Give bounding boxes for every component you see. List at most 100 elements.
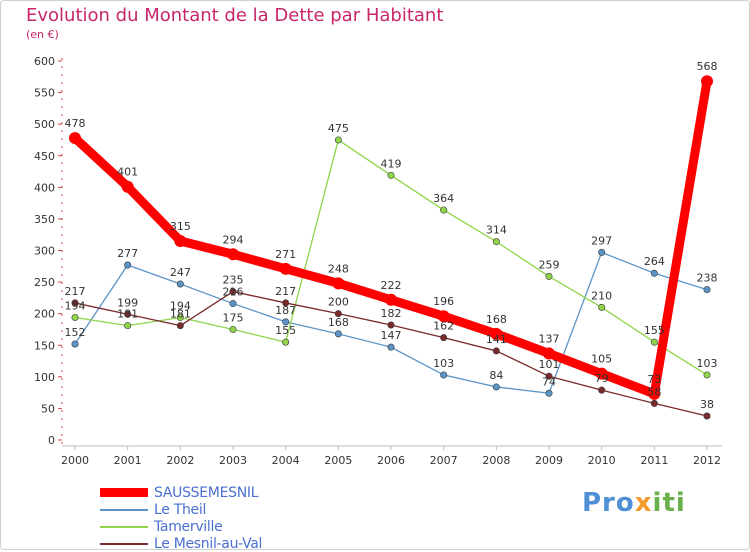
legend-swatch — [100, 488, 148, 497]
x-tick-label: 2009 — [535, 454, 563, 467]
data-point-tamerville — [71, 313, 79, 321]
data-label-le-theil: 168 — [328, 316, 349, 329]
data-label-le-mesnil-au-val: 38 — [700, 398, 714, 411]
data-label-tamerville: 419 — [381, 157, 402, 170]
data-label-saussemesnil: 568 — [697, 60, 718, 73]
data-label-le-theil: 187 — [275, 304, 296, 317]
data-point-saussemesnil — [279, 262, 292, 275]
data-point-tamerville — [492, 238, 500, 246]
data-point-tamerville — [387, 171, 395, 179]
data-label-saussemesnil: 401 — [117, 166, 138, 179]
data-point-le-mesnil-au-val — [545, 372, 553, 380]
data-point-saussemesnil — [227, 248, 239, 261]
data-point-saussemesnil — [437, 310, 450, 323]
chart-title: Evolution du Montant de la Dette par Hab… — [26, 5, 444, 26]
x-tick-label: 2008 — [482, 454, 510, 467]
data-point-saussemesnil — [69, 132, 81, 145]
data-label-saussemesnil: 222 — [381, 279, 402, 292]
data-label-tamerville: 103 — [697, 357, 718, 370]
chart-legend: SAUSSEMESNIL Le Theil Tamerville Le Mesnil-… — [100, 484, 262, 552]
data-point-le-theil — [440, 371, 448, 379]
data-label-le-mesnil-au-val: 200 — [328, 296, 349, 309]
legend-item-saussemesnil: SAUSSEMESNIL — [100, 484, 262, 501]
legend-item-le-theil: Le Theil — [100, 501, 262, 518]
data-point-le-theil — [545, 389, 553, 397]
data-label-le-mesnil-au-val: 162 — [433, 320, 454, 333]
y-tick-label: 150 — [34, 339, 55, 352]
data-label-le-theil: 147 — [381, 329, 402, 342]
data-label-le-mesnil-au-val: 182 — [381, 307, 402, 320]
data-point-le-mesnil-au-val — [334, 310, 342, 318]
data-point-le-mesnil-au-val — [282, 299, 290, 307]
data-label-le-theil: 103 — [433, 357, 454, 370]
data-point-le-theil — [387, 343, 395, 351]
data-point-le-theil — [124, 261, 132, 269]
legend-item-le-mesnil-au-val: Le Mesnil-au-Val — [100, 535, 262, 552]
data-label-tamerville: 194 — [170, 299, 191, 312]
x-tick-label: 2010 — [588, 454, 616, 467]
y-tick-label: 600 — [34, 55, 55, 68]
data-point-le-theil — [176, 280, 184, 288]
y-tick-label: 50 — [41, 402, 55, 415]
x-tick-label: 2005 — [324, 454, 352, 467]
data-point-le-mesnil-au-val — [492, 347, 500, 355]
data-point-saussemesnil — [332, 277, 345, 290]
data-point-le-theil — [334, 330, 342, 338]
y-tick-label: 100 — [34, 371, 55, 384]
y-tick-label: 350 — [34, 213, 55, 226]
data-label-le-theil: 247 — [170, 266, 191, 279]
data-label-tamerville: 475 — [328, 122, 349, 135]
data-point-saussemesnil — [490, 327, 503, 340]
chart-subtitle: (en €) — [26, 28, 59, 41]
x-tick-label: 2011 — [640, 454, 668, 467]
y-tick-label: 300 — [34, 245, 55, 258]
data-point-le-mesnil-au-val — [650, 399, 658, 407]
data-point-tamerville — [598, 303, 606, 311]
legend-label: SAUSSEMESNIL — [154, 484, 259, 501]
data-point-tamerville — [124, 322, 132, 330]
data-label-le-theil: 74 — [542, 375, 556, 388]
y-tick-label: 500 — [34, 118, 55, 131]
y-tick-label: 0 — [48, 434, 55, 447]
data-label-le-mesnil-au-val: 235 — [223, 274, 244, 287]
data-point-le-mesnil-au-val — [71, 299, 79, 307]
data-label-le-theil: 216 — [223, 286, 244, 299]
x-tick-label: 2012 — [693, 454, 721, 467]
x-tick-label: 2000 — [61, 454, 89, 467]
proxiti-logo: Proxiti — [582, 488, 686, 518]
data-label-tamerville: 155 — [644, 324, 665, 337]
data-point-le-mesnil-au-val — [229, 288, 237, 296]
legend-swatch — [100, 525, 148, 528]
data-point-le-theil — [229, 300, 237, 308]
data-label-tamerville: 210 — [591, 289, 612, 302]
data-label-le-mesnil-au-val: 199 — [117, 296, 138, 309]
data-point-tamerville — [545, 272, 553, 280]
data-label-saussemesnil: 248 — [328, 262, 349, 275]
data-label-le-mesnil-au-val: 101 — [539, 358, 560, 371]
data-point-saussemesnil — [543, 347, 555, 360]
data-label-saussemesnil: 478 — [65, 117, 86, 130]
x-tick-label: 2006 — [377, 454, 405, 467]
data-point-le-theil — [492, 383, 500, 391]
data-point-tamerville — [440, 206, 448, 214]
data-point-saussemesnil — [385, 293, 397, 306]
data-label-le-theil: 297 — [591, 234, 612, 247]
data-label-saussemesnil: 105 — [591, 353, 612, 366]
data-point-tamerville — [176, 313, 184, 321]
x-tick-label: 2004 — [272, 454, 300, 467]
y-tick-label: 400 — [34, 181, 55, 194]
legend-label: Le Mesnil-au-Val — [154, 535, 263, 552]
data-label-le-theil: 264 — [644, 255, 665, 268]
data-label-saussemesnil: 315 — [170, 220, 191, 233]
data-point-tamerville — [703, 371, 711, 379]
data-label-le-mesnil-au-val: 141 — [486, 333, 507, 346]
legend-label: Tamerville — [154, 518, 223, 535]
data-label-saussemesnil: 137 — [539, 332, 560, 345]
legend-swatch — [100, 508, 148, 511]
data-point-le-mesnil-au-val — [703, 412, 711, 420]
y-tick-label: 450 — [34, 150, 55, 163]
data-label-tamerville: 175 — [223, 311, 244, 324]
data-point-le-mesnil-au-val — [440, 334, 448, 342]
data-label-saussemesnil: 168 — [486, 313, 507, 326]
